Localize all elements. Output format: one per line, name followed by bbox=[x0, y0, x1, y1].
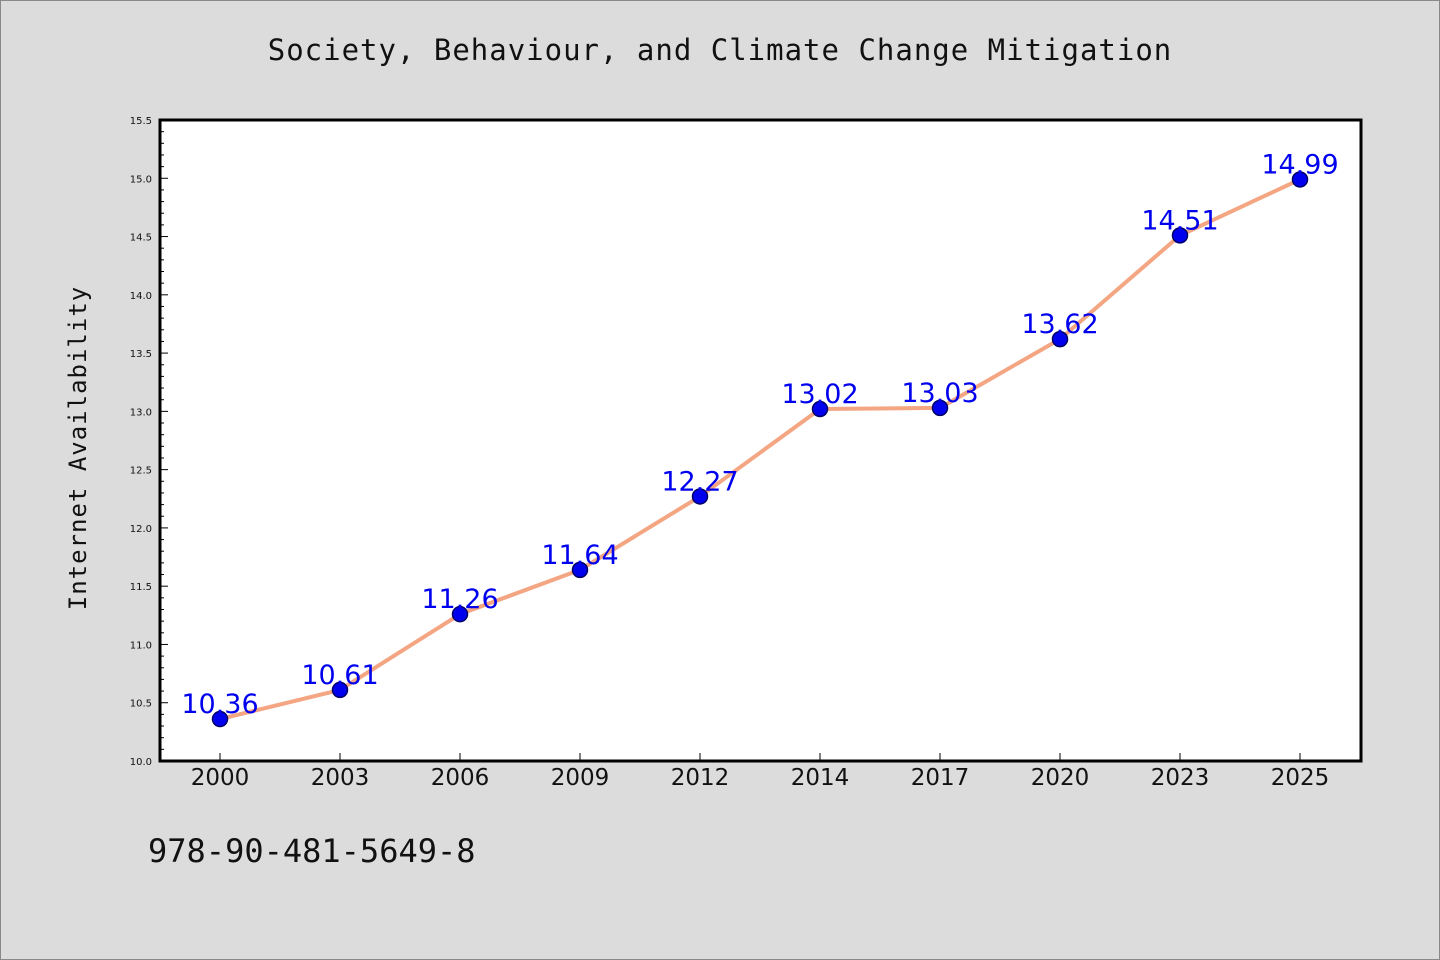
data-point-marker bbox=[931, 399, 949, 417]
x-axis-ticks: 2000 2003 2006 2009 2012 2014 2017 2020 2023 2025 bbox=[191, 753, 1330, 791]
data-label: 10.36 bbox=[181, 689, 258, 720]
isbn-text: 978-90-481-5649-8 bbox=[148, 832, 476, 870]
data-point-marker bbox=[571, 561, 589, 579]
data-label: 11.64 bbox=[541, 540, 618, 571]
plot-area bbox=[158, 118, 1363, 763]
y-tick-label: 15.5 bbox=[130, 116, 152, 127]
y-axis-label: Internet Availability bbox=[64, 286, 92, 610]
data-label: 13.03 bbox=[901, 378, 978, 409]
data-point-marker bbox=[1291, 171, 1309, 188]
x-tick-label: 2000 bbox=[191, 765, 250, 791]
data-label: 10.61 bbox=[301, 660, 378, 691]
x-tick-label: 2003 bbox=[311, 765, 370, 791]
y-tick-label: 13.0 bbox=[130, 407, 152, 418]
data-label: 11.26 bbox=[421, 584, 498, 615]
x-tick-label: 2006 bbox=[431, 765, 490, 791]
data-label: 13.02 bbox=[781, 379, 858, 410]
data-label: 13.62 bbox=[1021, 309, 1098, 340]
y-tick-label: 12.0 bbox=[130, 524, 152, 535]
x-tick-label: 2023 bbox=[1151, 765, 1210, 791]
data-point-marker bbox=[331, 681, 349, 699]
y-tick-label: 10.0 bbox=[130, 757, 152, 768]
data-point-marker bbox=[1051, 330, 1069, 348]
data-point-marker bbox=[211, 710, 229, 728]
data-label: 12.27 bbox=[661, 466, 738, 497]
x-tick-label: 2017 bbox=[911, 765, 970, 791]
y-tick-label: 14.5 bbox=[130, 233, 152, 244]
chart-title: Society, Behaviour, and Climate Change M… bbox=[267, 33, 1173, 67]
x-tick-label: 2012 bbox=[671, 765, 730, 791]
x-tick-label: 2014 bbox=[791, 765, 850, 791]
y-axis-ticks: 10.0 10.5 11.0 11.5 12.0 12.5 13.0 13.5 14.0 14.5… bbox=[130, 116, 168, 768]
y-tick-label: 12.5 bbox=[130, 466, 152, 477]
y-tick-label: 10.5 bbox=[130, 699, 152, 710]
x-tick-label: 2020 bbox=[1031, 765, 1090, 791]
series-layer: 10.36 10.61 11.26 11.64 12.27 13.02 13.03 13.62… bbox=[181, 149, 1339, 728]
data-point-marker bbox=[1171, 227, 1189, 244]
x-tick-label: 2025 bbox=[1271, 765, 1330, 791]
series-line bbox=[219, 177, 1301, 721]
data-label: 14.51 bbox=[1141, 205, 1218, 236]
y-tick-label: 15.0 bbox=[130, 174, 152, 185]
y-tick-label: 11.0 bbox=[130, 640, 152, 651]
data-point-marker bbox=[451, 605, 469, 623]
data-label: 14.99 bbox=[1261, 149, 1338, 180]
x-tick-label: 2009 bbox=[551, 765, 610, 791]
data-point-marker bbox=[811, 400, 829, 418]
y-tick-label: 13.5 bbox=[130, 349, 152, 360]
data-point-marker bbox=[691, 488, 709, 505]
y-tick-label: 11.5 bbox=[130, 582, 152, 593]
y-tick-label: 14.0 bbox=[130, 291, 152, 302]
